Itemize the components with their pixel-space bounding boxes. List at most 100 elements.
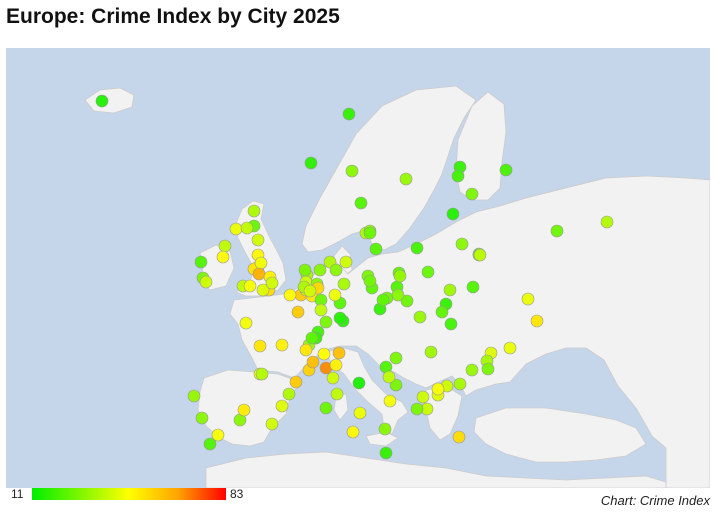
- city-marker-madrid[interactable]: Madrid: [282, 387, 296, 401]
- city-marker-dundee[interactable]: Dundee: [240, 221, 254, 235]
- city-marker-plovdiv[interactable]: Plovdiv: [453, 377, 467, 391]
- city-marker-varna[interactable]: Varna: [465, 363, 479, 377]
- city-marker-bristol[interactable]: Bristol: [243, 279, 257, 293]
- city-marker-birmingham[interactable]: Birmingham: [252, 267, 266, 281]
- city-marker-bilbao[interactable]: Bilbao: [195, 411, 209, 425]
- city-marker-stockholm[interactable]: Stockholm: [399, 172, 413, 186]
- city-marker-stavanger[interactable]: Stavanger: [354, 196, 368, 210]
- city-marker-st-petersburg[interactable]: St Petersburg: [465, 187, 479, 201]
- city-marker-glasgow[interactable]: Glasgow: [229, 222, 243, 236]
- city-marker-innsbruck[interactable]: Innsbruck: [333, 311, 347, 325]
- city-marker-nantes[interactable]: Nantes: [253, 339, 267, 353]
- scandinavia-land: [301, 85, 477, 253]
- europe-map[interactable]: Reykjavik Trondheim Bergen Oslo Stavanger Sto…: [6, 48, 710, 488]
- city-marker-paris[interactable]: Paris: [291, 305, 305, 319]
- city-marker-rennes[interactable]: Rennes: [239, 316, 253, 330]
- city-marker-turku[interactable]: Turku: [499, 163, 513, 177]
- city-marker-trondheim[interactable]: Trondheim: [342, 107, 356, 121]
- city-marker-bratislava[interactable]: Bratislava: [400, 294, 414, 308]
- city-marker-leipzig[interactable]: Leipzig: [337, 277, 351, 291]
- city-marker-iasi[interactable]: Iasi: [466, 280, 480, 294]
- city-marker-dortmund[interactable]: Dortmund: [303, 284, 317, 298]
- city-marker-moscow[interactable]: Moscow: [600, 215, 614, 229]
- city-marker-grenoble[interactable]: Grenoble: [332, 346, 346, 360]
- city-marker-galway[interactable]: Galway: [194, 255, 208, 269]
- city-marker-thessaloniki[interactable]: Thessaloniki: [431, 382, 445, 396]
- city-marker-milan[interactable]: Milan: [326, 371, 340, 385]
- city-marker-florence[interactable]: Florence: [383, 394, 397, 408]
- city-marker-the-hague[interactable]: The Hague: [298, 263, 312, 277]
- city-marker-brasov[interactable]: Brasov: [444, 317, 458, 331]
- city-marker-poznan[interactable]: Poznan: [363, 274, 377, 288]
- city-marker-kharkiv[interactable]: Kharkiv: [521, 292, 535, 306]
- city-marker-genoa[interactable]: Genoa: [330, 387, 344, 401]
- city-marker-copenhagen[interactable]: Copenhagen: [363, 226, 377, 240]
- city-marker-frankfurt[interactable]: Frankfurt: [314, 303, 328, 317]
- city-marker-sheffield[interactable]: Sheffield: [254, 256, 268, 270]
- city-marker-bremen[interactable]: Bremen: [313, 263, 327, 277]
- city-marker-dnipro[interactable]: Dnipro: [530, 314, 544, 328]
- city-marker-naples[interactable]: Naples: [289, 375, 303, 389]
- city-marker-ljubljana[interactable]: Ljubljana: [352, 376, 366, 390]
- city-marker-nizhny-novgorod[interactable]: Nizhny Novgorod: [550, 224, 564, 238]
- map-area[interactable]: Reykjavik Trondheim Bergen Oslo Stavanger Sto…: [6, 48, 710, 488]
- city-marker-minsk[interactable]: Minsk: [410, 241, 424, 255]
- city-marker-tampere[interactable]: Tampere: [451, 169, 465, 183]
- city-marker-bergen[interactable]: Bergen: [304, 156, 318, 170]
- city-marker-malaga[interactable]: Malaga: [319, 401, 333, 415]
- city-marker-wroclaw[interactable]: Wroclaw: [376, 293, 390, 307]
- city-marker-chisinau[interactable]: Chisinau: [503, 341, 517, 355]
- city-marker-split[interactable]: Split: [389, 378, 403, 392]
- city-marker-strasbourg[interactable]: Strasbourg: [328, 288, 342, 302]
- city-marker-kyiv[interactable]: Kyiv: [473, 248, 487, 262]
- city-marker-rome[interactable]: Rome: [346, 425, 360, 439]
- north-africa-land: [205, 451, 667, 488]
- city-marker-krakow[interactable]: Krakow: [391, 288, 405, 302]
- city-marker-seville[interactable]: Seville: [255, 367, 269, 381]
- city-marker-lublin[interactable]: Lublin: [421, 265, 435, 279]
- city-marker-constanta[interactable]: Constanta: [481, 362, 495, 376]
- city-marker-athens[interactable]: Athens: [452, 430, 466, 444]
- city-marker-venice[interactable]: Venice: [410, 402, 424, 416]
- city-marker-hannover[interactable]: Hannover: [329, 263, 343, 277]
- city-marker-tallinn[interactable]: Tallinn: [446, 207, 460, 221]
- city-marker-oslo[interactable]: Oslo: [345, 164, 359, 178]
- city-marker-montpellier[interactable]: Montpellier: [306, 355, 320, 369]
- city-marker-lyon[interactable]: Lyon: [299, 343, 313, 357]
- city-marker-granada[interactable]: Granada: [203, 437, 217, 451]
- city-marker-palermo[interactable]: Palermo: [275, 399, 289, 413]
- city-marker-berlin[interactable]: Berlin: [339, 255, 353, 269]
- city-marker-brighton[interactable]: Brighton: [265, 276, 279, 290]
- city-marker-southampton[interactable]: Southampton: [256, 283, 270, 297]
- city-marker-valencia[interactable]: Valencia: [265, 417, 279, 431]
- city-marker-reykjavik[interactable]: Reykjavik: [95, 94, 109, 108]
- city-marker-novi-sad[interactable]: Novi Sad: [389, 351, 403, 365]
- city-marker-nice[interactable]: Nice: [329, 358, 343, 372]
- city-marker-verona[interactable]: Verona: [378, 422, 392, 436]
- city-marker-skopje[interactable]: Skopje: [416, 390, 430, 404]
- city-marker-gdansk[interactable]: Gdansk: [369, 242, 383, 256]
- city-marker-basel[interactable]: Basel: [305, 331, 319, 345]
- city-marker-sarajevo[interactable]: Sarajevo: [382, 370, 396, 384]
- city-marker-timisoara[interactable]: Timisoara: [435, 305, 449, 319]
- city-marker-riga[interactable]: Riga: [455, 237, 469, 251]
- city-marker-zaragoza[interactable]: Zaragoza: [187, 389, 201, 403]
- city-marker-stuttgart[interactable]: Stuttgart: [319, 315, 333, 329]
- city-marker-lille[interactable]: Lille: [283, 288, 297, 302]
- city-marker-belgrade[interactable]: Belgrade: [424, 345, 438, 359]
- city-marker-lviv[interactable]: Lviv: [443, 283, 457, 297]
- city-marker-trieste[interactable]: Trieste: [379, 446, 393, 460]
- city-marker-catania[interactable]: Catania: [211, 428, 225, 442]
- city-marker-lodz[interactable]: Lodz: [393, 269, 407, 283]
- city-marker-turin[interactable]: Turin: [317, 347, 331, 361]
- city-marker-limerick[interactable]: Limerick: [199, 275, 213, 289]
- city-marker-bologna[interactable]: Bologna: [353, 406, 367, 420]
- city-marker-bordeaux[interactable]: Bordeaux: [275, 338, 289, 352]
- city-marker-barcelona[interactable]: Barcelona: [237, 403, 251, 417]
- turkey-land: [473, 407, 647, 463]
- city-marker-newcastle[interactable]: Newcastle: [251, 233, 265, 247]
- city-marker-dublin[interactable]: Dublin: [216, 250, 230, 264]
- city-marker-belfast[interactable]: Belfast: [218, 239, 232, 253]
- city-marker-edinburgh[interactable]: Edinburgh: [247, 204, 261, 218]
- city-marker-budapest[interactable]: Budapest: [413, 310, 427, 324]
